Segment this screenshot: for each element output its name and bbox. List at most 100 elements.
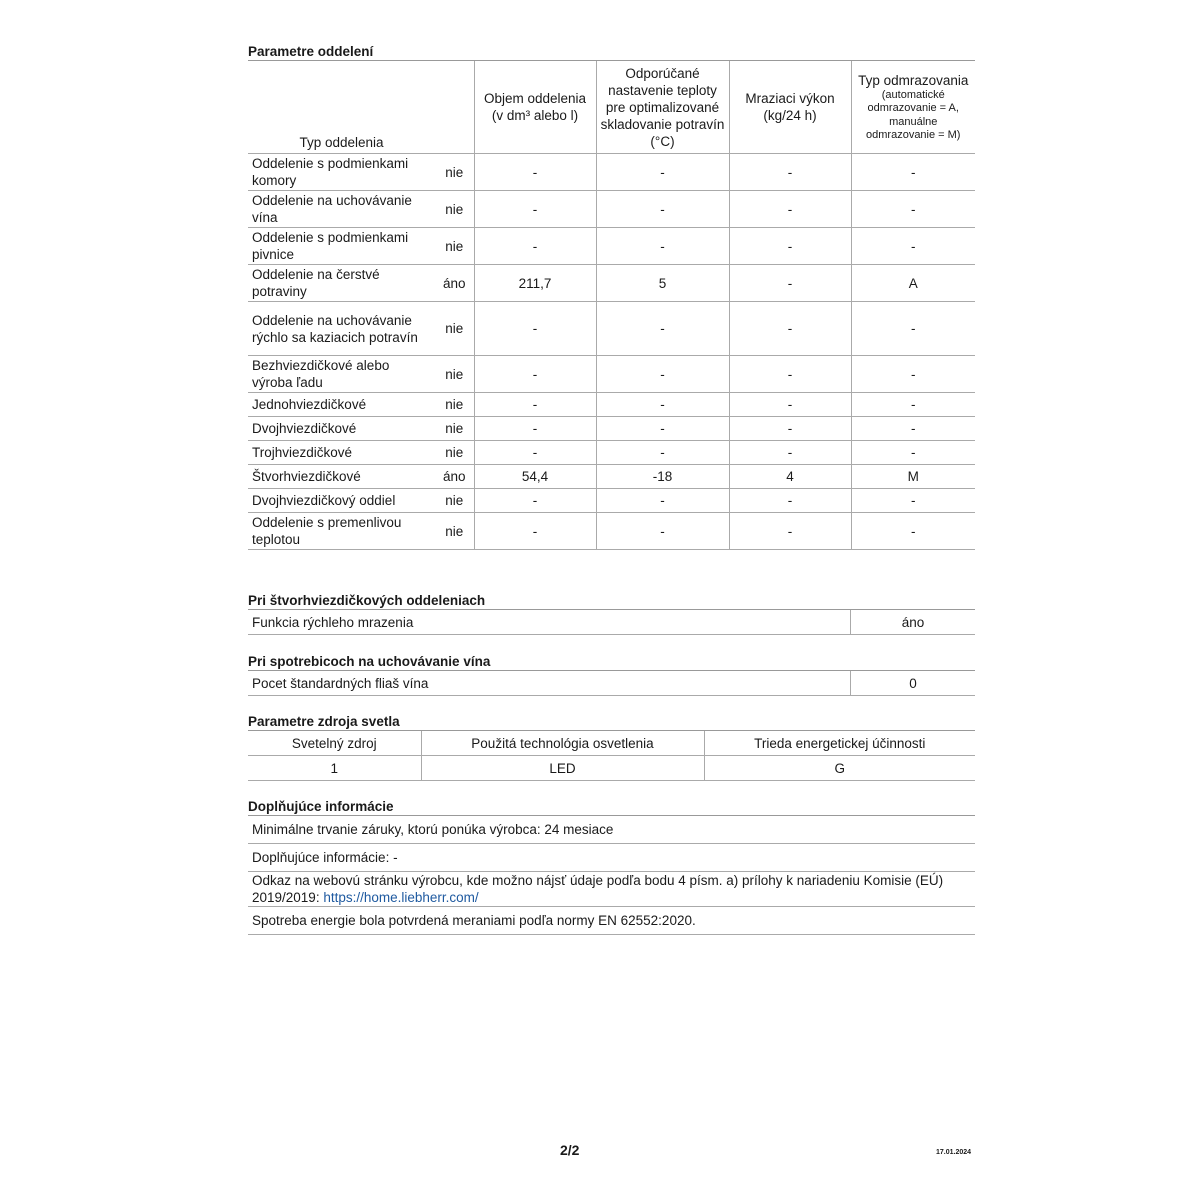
cell-type: Dvojhviezdičkové — [248, 416, 435, 441]
date: 17.01.2024 — [936, 1149, 972, 1156]
table-row: Bezhviezdičkové alebo výroba ľadu nie - - - - — [248, 355, 975, 393]
table-row: Jednohviezdičkové nie - - - - — [248, 392, 975, 417]
table-row: Oddelenie s podmienkami komory nie - - - - — [248, 153, 975, 191]
cell-type: Oddelenie na uchovávanie rýchlo sa kazia… — [248, 301, 435, 356]
cell-volume: - — [473, 488, 596, 513]
cell-type: Bezhviezdičkové alebo výroba ľadu — [248, 355, 435, 393]
cell-defrost: - — [850, 416, 975, 441]
table-row: Oddelenie na uchovávanie vína nie - - - - — [248, 190, 975, 228]
additional-text: Doplňujúce informácie: - — [248, 843, 975, 872]
header-defrost-label: Typ odmrazovania — [858, 72, 969, 88]
header-source: Svetelný zdroj — [248, 731, 421, 756]
cell-freezing: - — [728, 512, 851, 550]
cell-defrost: - — [850, 488, 975, 513]
wine-section: Pri spotrebicoch na uchovávanie vína Poc… — [248, 653, 975, 696]
table-row: Dvojhviezdičkové nie - - - - — [248, 416, 975, 441]
cell-defrost: A — [850, 264, 975, 302]
section-title: Pri spotrebicoch na uchovávanie vína — [248, 653, 975, 671]
cell-temp: 5 — [595, 264, 729, 302]
header-volume: Objem oddelenia (v dm³ alebo l) — [473, 61, 596, 154]
cell-freezing: - — [728, 227, 851, 265]
cell-present: nie — [435, 301, 474, 356]
cell-volume: - — [473, 190, 596, 228]
cell-type: Dvojhviezdičkový oddiel — [248, 488, 435, 513]
table-row: Oddelenie na uchovávanie rýchlo sa kazia… — [248, 301, 975, 356]
cell-present: áno — [435, 264, 474, 302]
cell-type: Jednohviezdičkové — [248, 392, 435, 417]
table-header: Typ oddelenia Objem oddelenia (v dm³ ale… — [248, 61, 975, 154]
table-row: Štvorhviezdičkové áno 54,4 -18 4 M — [248, 464, 975, 489]
cell-freezing: - — [728, 392, 851, 417]
section-title: Parametre zdroja svetla — [248, 713, 975, 731]
cell-temp: - — [595, 190, 729, 228]
value-energy-class: G — [703, 755, 975, 781]
warranty-text: Minimálne trvanie záruky, ktorú ponúka v… — [248, 816, 975, 844]
header-defrost-note: (automatické odmrazovanie = A, manuálne … — [866, 88, 961, 142]
cell-volume: - — [473, 355, 596, 393]
cell-freezing: - — [728, 416, 851, 441]
cell-present: nie — [435, 355, 474, 393]
header-type: Typ oddelenia — [248, 61, 435, 154]
cell-defrost: M — [850, 464, 975, 489]
table-row: Trojhviezdičkové nie - - - - — [248, 440, 975, 465]
cell-temp: - — [595, 355, 729, 393]
cell-present: nie — [435, 512, 474, 550]
cell-volume: - — [473, 227, 596, 265]
cell-present: nie — [435, 392, 474, 417]
cell-freezing: 4 — [728, 464, 851, 489]
cell-defrost: - — [850, 512, 975, 550]
cell-volume: - — [473, 301, 596, 356]
cell-present: áno — [435, 464, 474, 489]
cell-defrost: - — [850, 227, 975, 265]
cell-type: Oddelenie s podmienkami pivnice — [248, 227, 435, 265]
cell-temp: - — [595, 416, 729, 441]
cell-volume: 211,7 — [473, 264, 596, 302]
table-row: Oddelenie na čerstvé potraviny áno 211,7 5-… — [248, 264, 975, 302]
cell-temp: -18 — [595, 464, 729, 489]
manufacturer-link[interactable]: https://home.liebherr.com/ — [323, 890, 479, 905]
energy-text: Spotreba energie bola potvrdená meraniam… — [248, 906, 975, 935]
cell-present: nie — [435, 488, 474, 513]
table-row: Dvojhviezdičkový oddiel nie - - - - — [248, 488, 975, 513]
cell-type: Oddelenie s podmienkami komory — [248, 153, 435, 191]
row-label: Funkcia rýchleho mrazenia — [248, 610, 851, 635]
cell-defrost: - — [850, 301, 975, 356]
link-row: Odkaz na webovú stránku výrobcu, kde mož… — [248, 871, 975, 907]
row-value: 0 — [850, 671, 975, 696]
cell-type: Oddelenie na čerstvé potraviny — [248, 264, 435, 302]
section-title: Pri štvorhviezdičkových oddeleniach — [248, 592, 975, 610]
cell-volume: - — [473, 512, 596, 550]
cell-temp: - — [595, 512, 729, 550]
cell-volume: 54,4 — [473, 464, 596, 489]
cell-volume: - — [473, 440, 596, 465]
cell-defrost: - — [850, 392, 975, 417]
cell-defrost: - — [850, 190, 975, 228]
header-temp: Odporúčané nastavenie teploty pre optima… — [595, 61, 729, 154]
cell-defrost: - — [850, 153, 975, 191]
cell-temp: - — [595, 488, 729, 513]
cell-present: nie — [435, 440, 474, 465]
cell-present: nie — [435, 227, 474, 265]
light-section: Parametre zdroja svetla Svetelný zdroj Po… — [248, 713, 975, 781]
cell-freezing: - — [728, 301, 851, 356]
row-value: áno — [850, 610, 975, 635]
cell-defrost: - — [850, 355, 975, 393]
cell-defrost: - — [850, 440, 975, 465]
cell-temp: - — [595, 153, 729, 191]
header-freezing: Mraziaci výkon (kg/24 h) — [728, 61, 851, 154]
cell-freezing: - — [728, 264, 851, 302]
cell-present: nie — [435, 416, 474, 441]
four-star-section: Pri štvorhviezdičkových oddeleniach Funk… — [248, 592, 975, 635]
cell-volume: - — [473, 153, 596, 191]
cell-present: nie — [435, 153, 474, 191]
table-row: Oddelenie s premenlivou teplotou nie - - - - — [248, 512, 975, 550]
cell-type: Štvorhviezdičkové — [248, 464, 435, 489]
extra-section: Doplňujúce informácie Minimálne trvanie … — [248, 798, 975, 935]
cell-freezing: - — [728, 440, 851, 465]
cell-freezing: - — [728, 355, 851, 393]
cell-temp: - — [595, 440, 729, 465]
cell-freezing: - — [728, 190, 851, 228]
compartment-table: Typ oddelenia Objem oddelenia (v dm³ ale… — [248, 61, 975, 550]
header-technology: Použitá technológia osvetlenia — [420, 731, 704, 756]
